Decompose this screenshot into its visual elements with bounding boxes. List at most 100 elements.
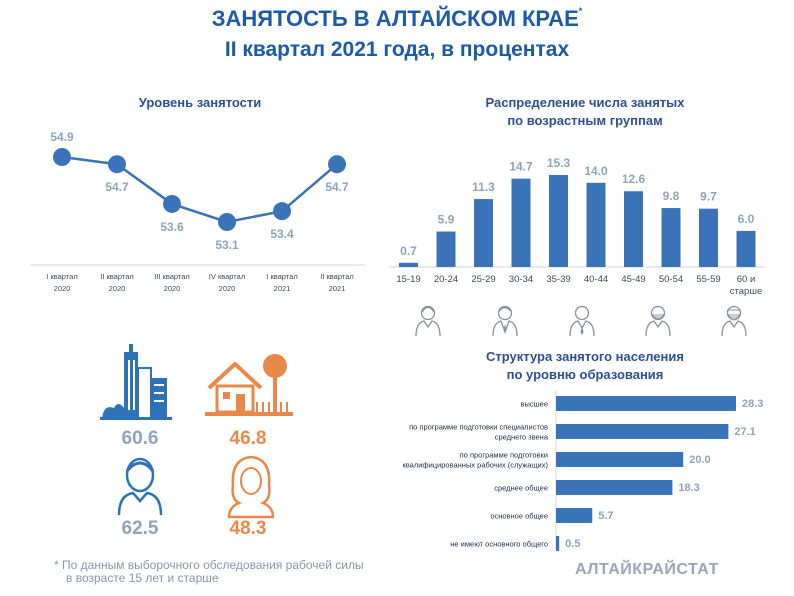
x-tick-label: 20-24: [434, 274, 458, 285]
education-bar: [556, 508, 593, 523]
age-bar: [549, 175, 568, 267]
x-tick-label: 55-59: [696, 274, 720, 285]
data-label: 53.6: [160, 220, 184, 234]
age-bar: [736, 230, 756, 267]
age-bar: [661, 208, 681, 267]
age-bar: [511, 178, 531, 267]
data-label: 53.1: [215, 238, 239, 252]
data-label: 28.3: [742, 398, 763, 410]
bearded-man-icon: [645, 305, 671, 337]
y-tick-label: среднего звена: [495, 433, 549, 442]
data-label: 9.7: [700, 190, 717, 204]
x-tick-label: старше: [730, 286, 762, 297]
x-tick-label: II квартал: [320, 272, 354, 281]
data-label: 54.9: [50, 130, 74, 144]
age-bar: [699, 208, 718, 267]
age-bar: [436, 231, 456, 267]
education-structure-title: Структура занятого населения по уровню о…: [486, 349, 684, 382]
data-label: 6.0: [738, 212, 755, 226]
data-label: 0.5: [565, 538, 580, 550]
y-tick-label: среднее общее: [494, 484, 548, 493]
data-label: 12.6: [622, 172, 646, 186]
brand-logo-text: АЛТАЙКРАЙСТАТ: [575, 561, 719, 578]
y-tick-label: по программе подготовки: [460, 451, 548, 460]
x-tick-label: 40-44: [584, 274, 608, 285]
data-point: [163, 194, 181, 213]
data-point: [53, 148, 71, 166]
x-tick-label: 45-49: [621, 274, 645, 285]
y-tick-label: квалифицированных рабочих (служащих): [402, 461, 548, 470]
data-label: 18.3: [678, 482, 699, 494]
data-point: [218, 213, 236, 231]
y-tick-label: основное общее: [490, 512, 548, 521]
data-label: 5.9: [438, 213, 455, 227]
data-label: 54.7: [105, 180, 129, 194]
x-tick-label: 2020: [164, 284, 181, 293]
x-tick-label: I квартал: [46, 272, 77, 281]
education-bar: [556, 396, 736, 411]
data-label: 54.7: [325, 180, 349, 194]
data-label: 14.7: [509, 160, 533, 174]
education-bar: [556, 480, 673, 495]
x-tick-label: 30-34: [509, 274, 533, 285]
age-distribution-title: Распределение числа занятых по возрастны…: [485, 95, 685, 128]
woman-icon: [227, 455, 275, 519]
age-bar: [474, 199, 493, 267]
men-employment-value: 62.5: [121, 518, 159, 539]
footnote: * По данным выборочного обследования раб…: [54, 558, 364, 585]
x-tick-label: 15-19: [396, 274, 420, 285]
data-label: 11.3: [472, 180, 495, 194]
x-tick-label: 2020: [54, 284, 71, 293]
rural-employment-value: 46.8: [229, 428, 267, 449]
data-point: [273, 202, 291, 221]
x-tick-label: 2020: [219, 284, 236, 293]
data-label: 5.7: [598, 510, 613, 522]
page-subtitle: II квартал 2021 года, в процентах: [224, 38, 570, 61]
education-bar: [556, 424, 729, 439]
man-suit-icon: [492, 305, 518, 337]
employment-series-line: [61, 155, 338, 224]
x-tick-label: I квартал: [266, 272, 297, 281]
data-label: 15.3: [547, 156, 571, 170]
x-tick-label: 2020: [109, 284, 126, 293]
age-bar-chart: 0.7 15-19 5.9 20-24 11.3 25-29 14.7 30-34 15.3 35…: [389, 156, 765, 297]
page-title: ЗАНЯТОСТЬ В АЛТАЙСКОМ КРАЕ*: [211, 5, 583, 31]
data-label: 14.0: [584, 164, 608, 178]
x-tick-label: 50-54: [659, 274, 683, 285]
young-man-icon: [415, 305, 441, 337]
data-point: [108, 155, 126, 174]
x-tick-label: II квартал: [100, 272, 134, 281]
y-tick-label: не имеют основного общего: [450, 540, 548, 549]
data-label: 27.1: [734, 426, 755, 438]
x-tick-label: 2021: [329, 284, 346, 293]
title-footnote-mark: *: [578, 5, 583, 16]
x-tick-label: 2021: [274, 284, 291, 293]
man-icon: [117, 457, 163, 516]
age-icons-row: [415, 305, 747, 337]
age-bar: [586, 182, 606, 267]
y-tick-label: по программе подготовки специалистов: [409, 423, 548, 432]
employment-level-title: Уровень занятости: [138, 95, 262, 110]
data-point: [328, 155, 346, 174]
man-tie-icon: [569, 305, 595, 337]
women-employment-value: 48.3: [229, 518, 267, 539]
age-bar: [624, 191, 643, 267]
data-label: 53.4: [270, 227, 294, 241]
employment-line-chart: 54.9 I квартал 2020 54.7 II квартал 2020 53.6 I…: [30, 130, 365, 293]
x-tick-label: 25-29: [471, 274, 495, 285]
city-buildings-icon: [100, 344, 172, 420]
x-tick-label: III квартал: [154, 272, 190, 281]
urban-employment-value: 60.6: [121, 428, 159, 449]
x-tick-label: IV квартал: [209, 272, 245, 281]
education-bar-chart: 28.3 высшее 27.1 по программе подготовки сп…: [402, 390, 763, 551]
y-tick-label: высшее: [521, 400, 548, 409]
data-label: 0.7: [400, 244, 417, 258]
rural-house-icon: [205, 354, 293, 416]
education-bar: [556, 536, 560, 551]
data-label: 20.0: [689, 454, 710, 466]
education-bar: [556, 452, 684, 467]
age-bar: [399, 262, 418, 267]
elderly-man-icon: [721, 305, 747, 337]
x-tick-label: 35-39: [546, 274, 570, 285]
x-tick-label: 60 и: [737, 274, 756, 285]
